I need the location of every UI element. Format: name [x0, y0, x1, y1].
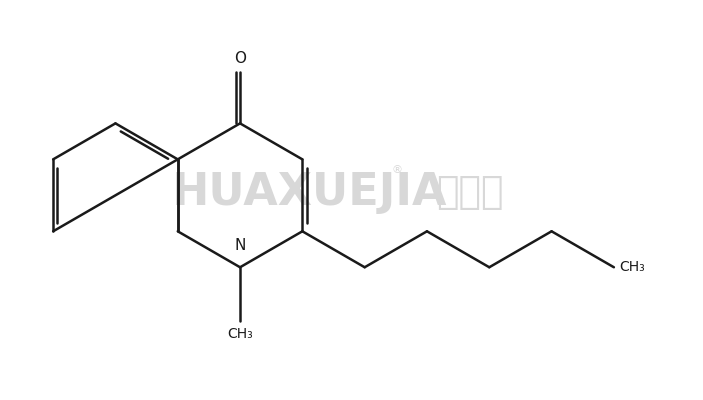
Text: ®: ® — [392, 165, 402, 175]
Text: CH₃: CH₃ — [619, 260, 645, 274]
Text: 化学加: 化学加 — [437, 175, 504, 211]
Text: CH₃: CH₃ — [227, 327, 253, 341]
Text: HUAXUEJIA: HUAXUEJIA — [172, 171, 447, 214]
Text: N: N — [234, 238, 246, 253]
Text: O: O — [234, 51, 246, 66]
